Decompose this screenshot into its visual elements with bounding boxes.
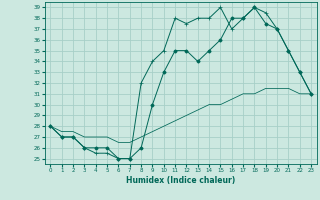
X-axis label: Humidex (Indice chaleur): Humidex (Indice chaleur)	[126, 176, 236, 185]
